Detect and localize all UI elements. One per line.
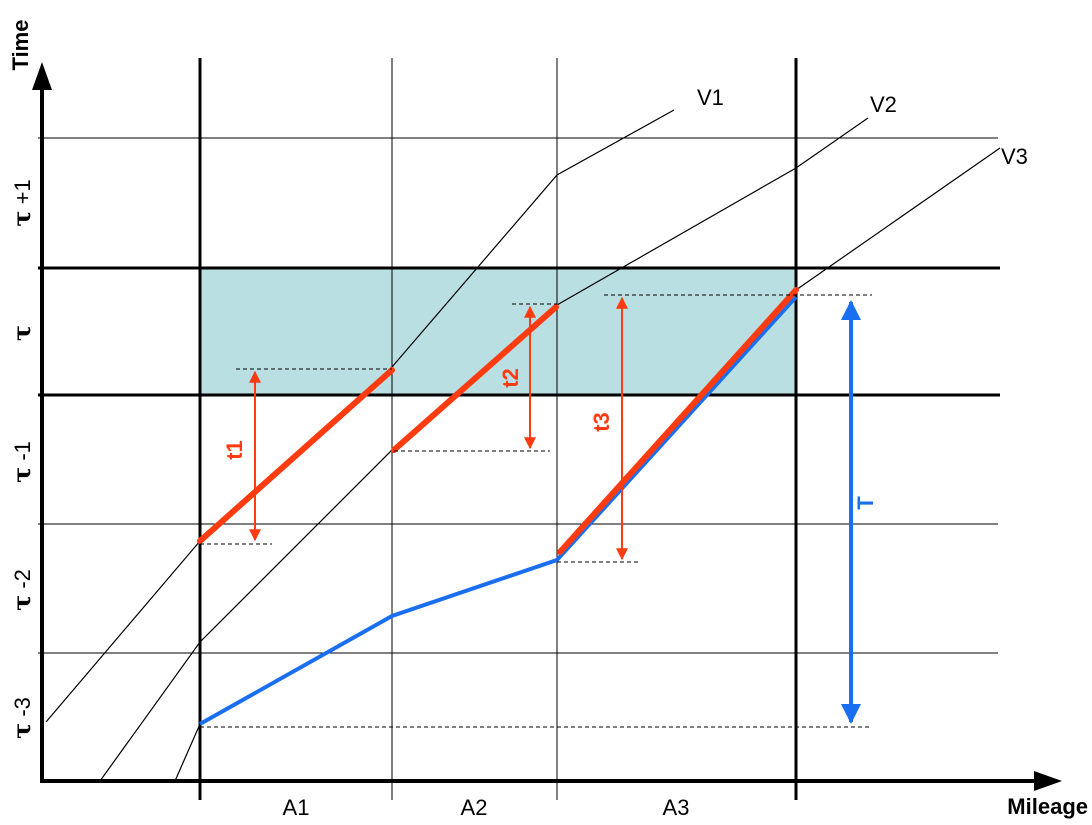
- blue-trajectory: [199, 295, 798, 726]
- red-segment-a1: [197, 367, 395, 544]
- red-segment-a3: [557, 287, 799, 555]
- y-tick-symbol: τ: [7, 211, 36, 227]
- y-tick-tau-minus-1: τ -1: [7, 441, 36, 483]
- x-axis-arrowhead: [1034, 771, 1062, 791]
- trajectory-v3: [174, 147, 1001, 782]
- x-section-label-a2: A2: [461, 795, 488, 820]
- band-borders: [38, 266, 1000, 397]
- interval-arrows: [249, 296, 861, 724]
- t2-label: t2: [498, 368, 523, 388]
- axes: [32, 62, 1062, 791]
- t1-label: t1: [222, 440, 247, 460]
- trajectories: [45, 109, 1001, 782]
- x-section-label-a3: A3: [663, 795, 690, 820]
- y-tick-symbol: τ: [7, 467, 36, 483]
- highlight-band: [200, 268, 796, 395]
- y-tick-tau-plus-1: τ +1: [7, 179, 36, 226]
- y-tick-symbol: τ: [7, 595, 36, 611]
- y-tick-tau: τ: [7, 325, 36, 341]
- y-axis-title: Time: [8, 20, 33, 71]
- total-label: T: [853, 496, 878, 510]
- y-axis-arrowhead: [32, 62, 52, 90]
- trajectory-v2: [99, 117, 869, 782]
- y-tick-suffix: -3: [10, 697, 35, 723]
- dashed-references: [200, 294, 872, 728]
- curve-label-v2: V2: [870, 92, 897, 117]
- y-tick-suffix: -2: [10, 569, 35, 595]
- trajectory-v1: [45, 109, 675, 723]
- x-section-label-a1: A1: [283, 795, 310, 820]
- y-tick-tau-minus-2: τ -2: [7, 569, 36, 611]
- y-tick-symbol: τ: [7, 325, 36, 341]
- x-axis-title: Mileage: [1007, 794, 1088, 819]
- y-tick-suffix: +1: [10, 179, 35, 210]
- horizontal-grid: [38, 137, 998, 654]
- y-tick-suffix: -1: [10, 441, 35, 467]
- y-tick-symbol: τ: [7, 723, 36, 739]
- curve-label-v1: V1: [697, 85, 724, 110]
- curve-label-v3: V3: [1001, 144, 1028, 169]
- vertical-grid: [198, 58, 798, 800]
- y-tick-tau-minus-3: τ -3: [7, 697, 36, 739]
- t3-label: t3: [589, 412, 614, 432]
